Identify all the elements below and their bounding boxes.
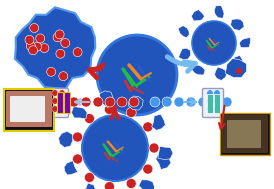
Circle shape [40,43,49,53]
Circle shape [104,182,115,189]
Circle shape [59,106,65,112]
Circle shape [207,106,213,112]
Circle shape [207,90,213,96]
Polygon shape [178,26,189,38]
Circle shape [52,106,58,112]
Circle shape [84,114,95,124]
Circle shape [73,154,82,164]
Circle shape [174,97,184,107]
Circle shape [33,42,42,51]
Polygon shape [128,96,143,110]
Polygon shape [64,161,78,175]
Polygon shape [99,91,113,108]
Circle shape [73,48,82,57]
Circle shape [47,67,56,76]
Circle shape [36,34,45,43]
Circle shape [105,97,115,107]
Circle shape [52,98,58,104]
Circle shape [162,97,172,107]
FancyBboxPatch shape [6,91,52,127]
Polygon shape [215,67,227,81]
Polygon shape [85,183,97,189]
FancyBboxPatch shape [64,92,70,114]
Circle shape [214,98,220,104]
Circle shape [82,115,148,181]
Circle shape [129,97,139,107]
Polygon shape [72,106,87,119]
Circle shape [56,49,65,58]
Circle shape [59,72,68,81]
Circle shape [126,108,136,118]
Polygon shape [152,114,165,130]
Polygon shape [232,55,243,69]
Circle shape [149,143,159,153]
Circle shape [59,90,65,96]
FancyBboxPatch shape [220,113,270,155]
Circle shape [84,173,95,182]
Circle shape [25,35,34,44]
Circle shape [97,35,177,115]
Circle shape [59,98,65,104]
Polygon shape [139,180,155,189]
Circle shape [143,164,153,174]
Polygon shape [15,7,95,88]
Circle shape [26,42,35,51]
Circle shape [150,97,160,107]
FancyBboxPatch shape [227,120,261,148]
FancyBboxPatch shape [215,94,221,114]
Circle shape [126,178,136,188]
Circle shape [61,39,70,47]
Circle shape [207,98,213,104]
Circle shape [57,97,67,107]
Polygon shape [59,131,73,147]
Circle shape [214,106,220,112]
Circle shape [73,132,82,142]
Circle shape [222,97,232,107]
Polygon shape [156,153,171,170]
Circle shape [236,68,242,74]
Polygon shape [226,59,246,77]
Circle shape [210,97,220,107]
Circle shape [81,97,91,107]
Polygon shape [239,38,250,48]
Circle shape [192,21,236,65]
FancyBboxPatch shape [4,89,54,131]
Polygon shape [192,65,205,75]
Polygon shape [231,19,244,30]
Circle shape [53,33,62,42]
Polygon shape [191,10,204,21]
Polygon shape [178,48,191,60]
Polygon shape [158,146,173,160]
Circle shape [198,97,208,107]
Circle shape [30,23,39,33]
FancyBboxPatch shape [47,88,68,118]
Polygon shape [214,6,224,18]
Circle shape [69,97,79,107]
FancyBboxPatch shape [222,115,268,153]
FancyBboxPatch shape [202,88,224,118]
Circle shape [55,30,64,39]
Circle shape [28,46,38,55]
Circle shape [52,90,58,96]
Circle shape [214,90,220,96]
FancyBboxPatch shape [10,96,45,122]
Circle shape [186,97,196,107]
FancyBboxPatch shape [207,94,213,114]
Circle shape [117,97,127,107]
FancyBboxPatch shape [58,92,64,114]
Circle shape [104,104,115,114]
Circle shape [93,97,103,107]
Circle shape [143,122,153,132]
